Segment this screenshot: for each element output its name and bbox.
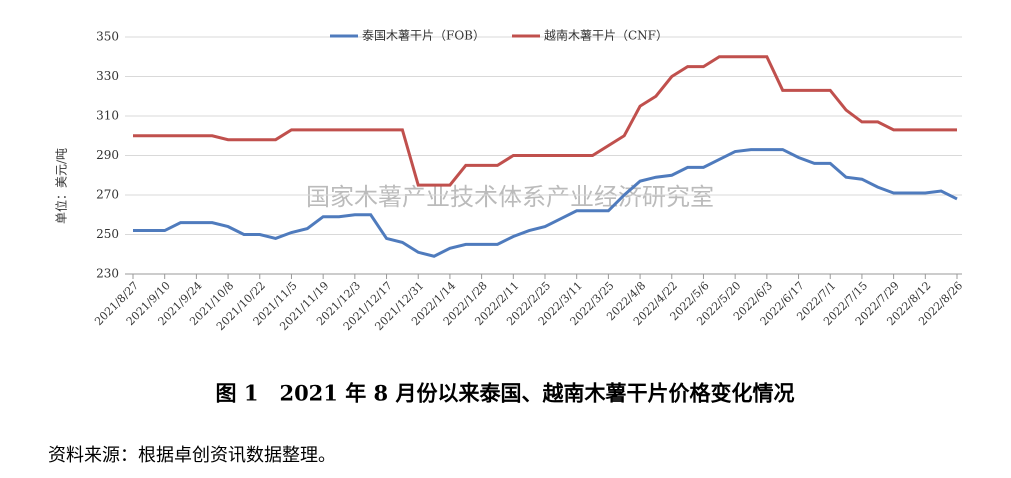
line-series [133, 148, 958, 258]
y-tick-label: 250 [96, 227, 119, 241]
y-tick-label: 330 [96, 69, 119, 83]
watermark: 国家木薯产业技术体系产业经济研究室 [306, 183, 714, 211]
caption: 图 1 2021 年 8 月份以来泰国、越南木薯干片价格变化情况 [216, 381, 795, 406]
legend-label: 越南木薯干片（CNF） [544, 28, 668, 43]
y-tick-label: 310 [96, 109, 119, 123]
legend-label: 泰国木薯干片（FOB） [362, 29, 485, 43]
y-axis-label: 单位：美元/吨 [54, 148, 69, 224]
y-tick-label: 290 [96, 148, 119, 162]
y-tick-label: 230 [96, 267, 119, 281]
y-tick-label: 350 [96, 30, 119, 44]
line-series [133, 55, 957, 187]
source-note: 资料来源：根据卓创资讯数据整理。 [48, 445, 336, 466]
y-tick-label: 270 [96, 188, 119, 202]
